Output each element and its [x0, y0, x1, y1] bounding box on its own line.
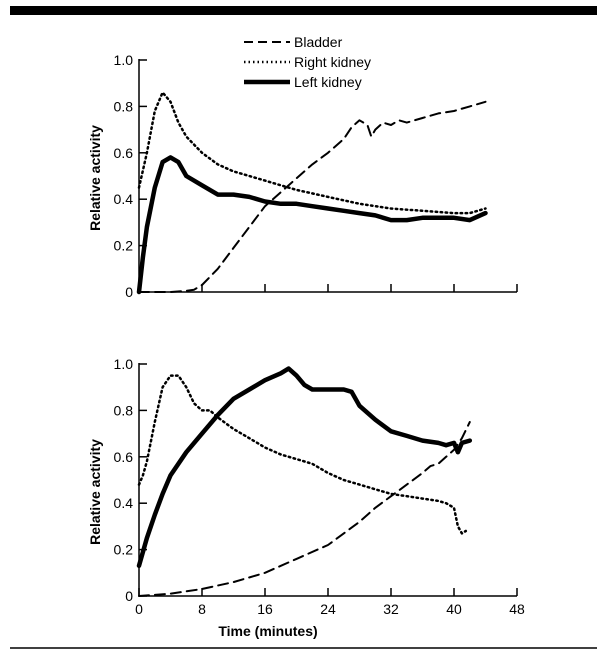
legend-label-right-kidney: Right kidney	[294, 54, 371, 70]
bottom-x-axis-ticks: 0 8 16 24 32 40 48	[135, 588, 525, 617]
x-tick-label: 32	[383, 601, 399, 617]
series-line-bladder	[138, 421, 471, 597]
top-panel: 0 0.2 0.4 0.6 0.8 1.0 Relative activity	[87, 52, 518, 300]
x-tick-label: 8	[198, 601, 206, 617]
y-tick-label: 0.6	[114, 449, 134, 465]
y-tick-label: 0.2	[114, 238, 134, 254]
series-line-left-kidney	[136, 366, 473, 569]
y-tick-label: 0	[125, 588, 133, 604]
top-series-layer	[136, 91, 488, 295]
y-tick-label: 0.2	[114, 542, 134, 558]
series-line-right-kidney	[137, 374, 468, 535]
bottom-y-axis-title: Relative activity	[87, 439, 103, 545]
y-tick-label: 0	[125, 284, 133, 300]
bottom-series-layer	[136, 366, 473, 597]
bottom-panel: 0 0.2 0.4 0.6 0.8 1.0 0 8 16 24 32 40 48 Relative a…	[87, 356, 525, 639]
x-tick-label: 48	[509, 601, 525, 617]
x-tick-label: 40	[446, 601, 462, 617]
y-tick-label: 1.0	[114, 52, 134, 68]
series-line-left-kidney	[136, 155, 488, 295]
legend-label-bladder: Bladder	[294, 34, 343, 50]
y-tick-label: 0.4	[114, 191, 134, 207]
bottom-x-axis-title: Time (minutes)	[218, 623, 317, 639]
x-tick-label: 0	[135, 601, 143, 617]
y-tick-label: 0.8	[114, 98, 134, 114]
x-tick-label: 24	[320, 601, 336, 617]
legend-label-left-kidney: Left kidney	[294, 74, 362, 90]
series-line-bladder	[138, 100, 487, 293]
bottom-y-axis-ticks: 0 0.2 0.4 0.6 0.8 1.0	[114, 356, 147, 604]
y-tick-label: 0.4	[114, 495, 134, 511]
top-y-axis-title: Relative activity	[87, 125, 103, 231]
y-tick-label: 1.0	[114, 356, 134, 372]
series-line-right-kidney	[137, 91, 487, 215]
y-tick-label: 0.8	[114, 402, 134, 418]
y-tick-label: 0.6	[114, 145, 134, 161]
legend: Bladder Right kidney Left kidney	[244, 34, 371, 90]
x-tick-label: 16	[257, 601, 273, 617]
top-bar	[10, 6, 597, 15]
